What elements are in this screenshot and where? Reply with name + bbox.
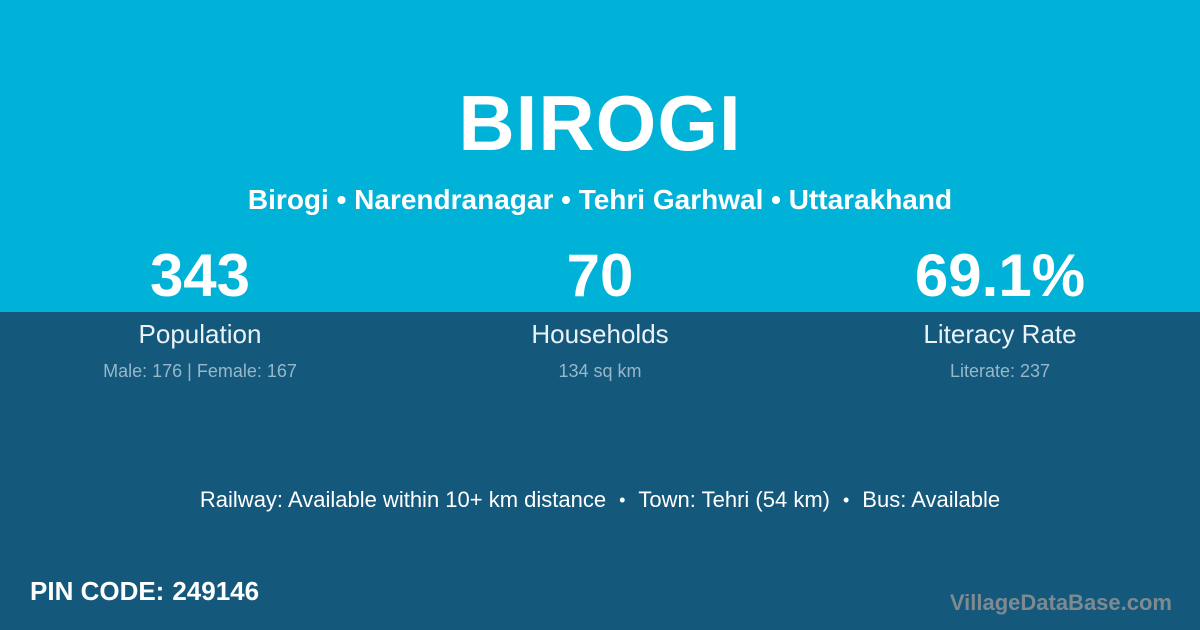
amenity-bus: Bus: Available <box>862 487 1001 512</box>
stat-population: 343 Population Male: 176 | Female: 167 <box>0 246 400 381</box>
households-detail: 134 sq km <box>558 360 642 381</box>
amenities-line: Railway: Available within 10+ km distanc… <box>0 486 1200 515</box>
literacy-value: 69.1% <box>914 242 1086 309</box>
population-label: Population <box>138 319 262 349</box>
page-title: BIROGI <box>458 79 742 167</box>
pin-code-label: PIN CODE: <box>30 576 165 606</box>
amenity-town: Town: Tehri (54 km) <box>638 487 830 512</box>
pin-code-value: 249146 <box>172 576 260 606</box>
stat-literacy: 69.1% Literacy Rate Literate: 237 <box>800 246 1200 381</box>
stat-households: 70 Households 134 sq km <box>400 246 800 381</box>
stats-row: 343 Population Male: 176 | Female: 167 7… <box>0 246 1200 381</box>
households-value: 70 <box>566 242 634 309</box>
bullet-separator: • <box>619 490 626 510</box>
literacy-detail: Literate: 237 <box>949 360 1051 381</box>
breadcrumb: Birogi • Narendranagar • Tehri Garhwal •… <box>247 184 953 215</box>
bullet-separator: • <box>842 490 850 510</box>
population-value: 343 <box>149 242 251 309</box>
pin-code: PIN CODE: 249146 <box>30 576 259 607</box>
households-label: Households <box>531 319 669 349</box>
literacy-label: Literacy Rate <box>923 319 1077 349</box>
population-detail: Male: 176 | Female: 167 <box>103 360 297 381</box>
amenity-railway: Railway: Available within 10+ km distanc… <box>199 487 607 512</box>
watermark: VillageDataBase.com <box>949 590 1172 615</box>
